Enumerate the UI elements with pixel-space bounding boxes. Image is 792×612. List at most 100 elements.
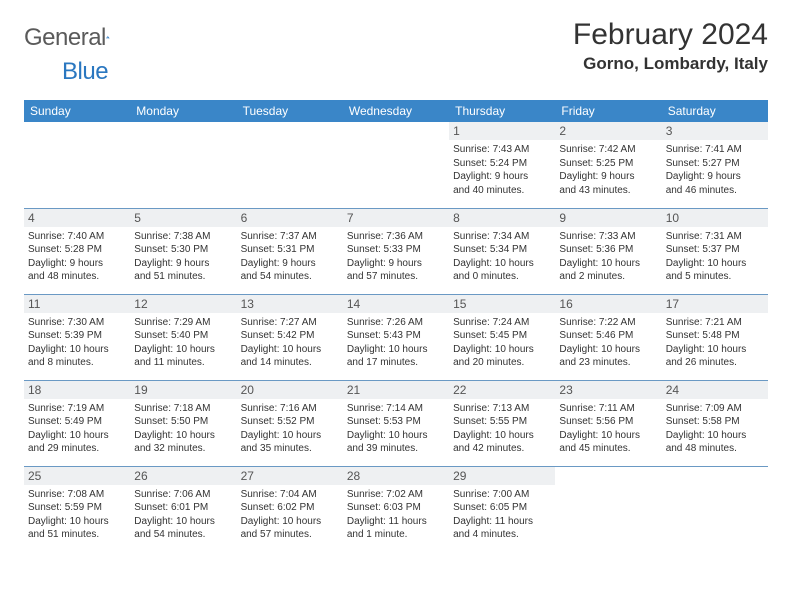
day-number: 19 <box>130 381 236 399</box>
location: Gorno, Lombardy, Italy <box>573 54 768 74</box>
calendar-cell: 12Sunrise: 7:29 AMSunset: 5:40 PMDayligh… <box>130 294 236 380</box>
daylight-text: and 40 minutes. <box>453 184 551 198</box>
daylight-text: and 46 minutes. <box>666 184 764 198</box>
daylight-text: and 42 minutes. <box>453 442 551 456</box>
sunrise-text: Sunrise: 7:21 AM <box>666 316 764 330</box>
logo-text-b: Blue <box>62 58 108 86</box>
sunset-text: Sunset: 5:58 PM <box>666 415 764 429</box>
sunrise-text: Sunrise: 7:43 AM <box>453 143 551 157</box>
sunset-text: Sunset: 5:25 PM <box>559 157 657 171</box>
calendar-row: 11Sunrise: 7:30 AMSunset: 5:39 PMDayligh… <box>24 294 768 380</box>
day-number: 10 <box>662 209 768 227</box>
daylight-text: and 35 minutes. <box>241 442 339 456</box>
day-number: 14 <box>343 295 449 313</box>
day-number: 12 <box>130 295 236 313</box>
daylight-text: and 20 minutes. <box>453 356 551 370</box>
calendar-cell: 24Sunrise: 7:09 AMSunset: 5:58 PMDayligh… <box>662 380 768 466</box>
calendar-cell: 16Sunrise: 7:22 AMSunset: 5:46 PMDayligh… <box>555 294 661 380</box>
daylight-text: and 51 minutes. <box>28 528 126 542</box>
weekday-header: Thursday <box>449 100 555 122</box>
daylight-text: and 5 minutes. <box>666 270 764 284</box>
calendar-cell: 21 Sunrise: 7:14 AMSunset: 5:53 PMDayligh… <box>343 380 449 466</box>
daylight-text: and 54 minutes. <box>134 528 232 542</box>
sunrise-text: Sunrise: 7:41 AM <box>666 143 764 157</box>
page: General February 2024 Gorno, Lombardy, I… <box>0 0 792 552</box>
calendar-cell: 9Sunrise: 7:33 AMSunset: 5:36 PMDaylight… <box>555 208 661 294</box>
daylight-text: Daylight: 9 hours <box>241 257 339 271</box>
daylight-text: and 4 minutes. <box>453 528 551 542</box>
daylight-text: Daylight: 10 hours <box>453 257 551 271</box>
calendar-cell: 13Sunrise: 7:27 AMSunset: 5:42 PMDayligh… <box>237 294 343 380</box>
day-number: 7 <box>343 209 449 227</box>
calendar-cell <box>130 122 236 208</box>
weekday-header: Sunday <box>24 100 130 122</box>
calendar-cell: 6 Sunrise: 7:37 AMSunset: 5:31 PMDaylight… <box>237 208 343 294</box>
daylight-text: Daylight: 11 hours <box>453 515 551 529</box>
day-number: 26 <box>130 467 236 485</box>
daylight-text: and 39 minutes. <box>347 442 445 456</box>
day-number: 18 <box>24 381 130 399</box>
calendar-row: 1Sunrise: 7:43 AMSunset: 5:24 PMDaylight… <box>24 122 768 208</box>
calendar-cell <box>24 122 130 208</box>
sunrise-text: Sunrise: 7:24 AM <box>453 316 551 330</box>
sunset-text: Sunset: 5:39 PM <box>28 329 126 343</box>
daylight-text: and 57 minutes. <box>347 270 445 284</box>
daylight-text: Daylight: 10 hours <box>134 343 232 357</box>
calendar-body: 1Sunrise: 7:43 AMSunset: 5:24 PMDaylight… <box>24 122 768 552</box>
sunrise-text: Sunrise: 7:33 AM <box>559 230 657 244</box>
daylight-text: and 1 minute. <box>347 528 445 542</box>
daylight-text: Daylight: 10 hours <box>241 429 339 443</box>
sunrise-text: Sunrise: 7:31 AM <box>666 230 764 244</box>
weekday-header: Tuesday <box>237 100 343 122</box>
sunset-text: Sunset: 6:02 PM <box>241 501 339 515</box>
daylight-text: and 2 minutes. <box>559 270 657 284</box>
day-number: 6 <box>237 209 343 227</box>
calendar-cell: 28Sunrise: 7:02 AMSunset: 6:03 PMDayligh… <box>343 466 449 552</box>
daylight-text: and 54 minutes. <box>241 270 339 284</box>
sunrise-text: Sunrise: 7:09 AM <box>666 402 764 416</box>
sunrise-text: Sunrise: 7:34 AM <box>453 230 551 244</box>
sunrise-text: Sunrise: 7:26 AM <box>347 316 445 330</box>
sunset-text: Sunset: 5:31 PM <box>241 243 339 257</box>
calendar-row: 25Sunrise: 7:08 AMSunset: 5:59 PMDayligh… <box>24 466 768 552</box>
sunrise-text: Sunrise: 7:16 AM <box>241 402 339 416</box>
sunset-text: Sunset: 5:45 PM <box>453 329 551 343</box>
daylight-text: Daylight: 10 hours <box>666 429 764 443</box>
calendar-cell: 1Sunrise: 7:43 AMSunset: 5:24 PMDaylight… <box>449 122 555 208</box>
sunrise-text: Sunrise: 7:14 AM <box>347 402 445 416</box>
sunset-text: Sunset: 5:59 PM <box>28 501 126 515</box>
daylight-text: Daylight: 10 hours <box>453 343 551 357</box>
sunset-text: Sunset: 5:53 PM <box>347 415 445 429</box>
daylight-text: and 48 minutes. <box>666 442 764 456</box>
sunset-text: Sunset: 5:36 PM <box>559 243 657 257</box>
weekday-header: Saturday <box>662 100 768 122</box>
day-number: 21 <box>343 381 449 399</box>
daylight-text: Daylight: 10 hours <box>28 343 126 357</box>
calendar-cell: 26Sunrise: 7:06 AMSunset: 6:01 PMDayligh… <box>130 466 236 552</box>
sunrise-text: Sunrise: 7:02 AM <box>347 488 445 502</box>
day-number: 20 <box>237 381 343 399</box>
logo: General <box>24 18 130 52</box>
daylight-text: Daylight: 10 hours <box>347 429 445 443</box>
sunset-text: Sunset: 5:46 PM <box>559 329 657 343</box>
sunrise-text: Sunrise: 7:06 AM <box>134 488 232 502</box>
daylight-text: and 51 minutes. <box>134 270 232 284</box>
daylight-text: Daylight: 10 hours <box>666 257 764 271</box>
day-number: 15 <box>449 295 555 313</box>
daylight-text: and 8 minutes. <box>28 356 126 370</box>
sunset-text: Sunset: 5:42 PM <box>241 329 339 343</box>
calendar-cell <box>343 122 449 208</box>
sunrise-text: Sunrise: 7:37 AM <box>241 230 339 244</box>
daylight-text: Daylight: 9 hours <box>666 170 764 184</box>
day-number: 16 <box>555 295 661 313</box>
calendar-cell: 5Sunrise: 7:38 AMSunset: 5:30 PMDaylight… <box>130 208 236 294</box>
sunset-text: Sunset: 6:03 PM <box>347 501 445 515</box>
calendar-cell <box>662 466 768 552</box>
daylight-text: and 14 minutes. <box>241 356 339 370</box>
calendar-cell: 22Sunrise: 7:13 AMSunset: 5:55 PMDayligh… <box>449 380 555 466</box>
sunset-text: Sunset: 5:27 PM <box>666 157 764 171</box>
day-number: 2 <box>555 122 661 140</box>
day-number: 25 <box>24 467 130 485</box>
logo-text-a: General <box>24 24 106 52</box>
sunset-text: Sunset: 5:30 PM <box>134 243 232 257</box>
